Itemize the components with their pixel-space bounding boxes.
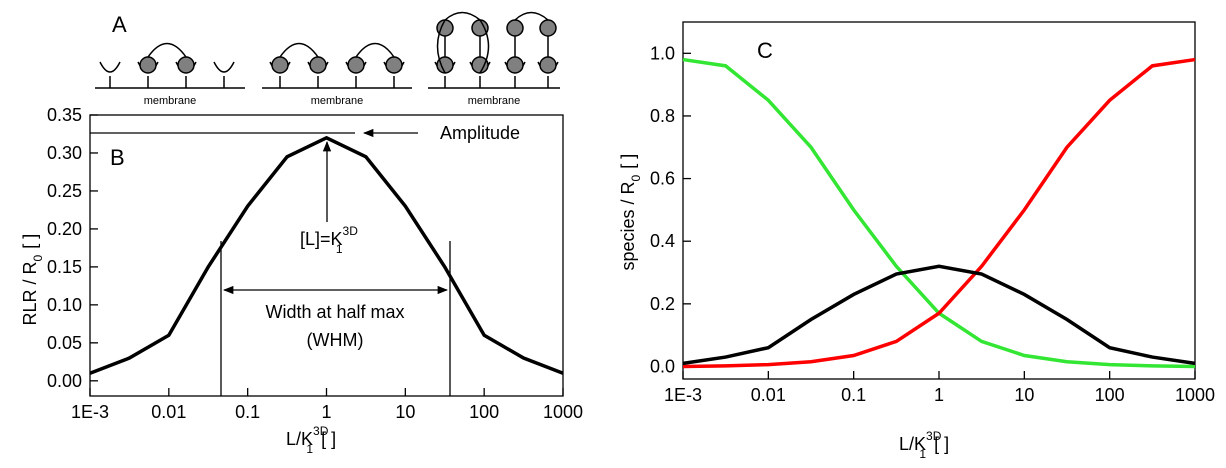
schematic: A membrane membrane membrane [95,11,560,107]
x-tick-label: 1000 [543,402,583,422]
axis-label: L/K3D 1 [ ] [286,424,336,456]
axis-label-sup: 3D [926,429,942,443]
x-tick-label: 0.1 [841,385,866,405]
panel-label: A [112,12,127,37]
x-tick-label: 1 [934,385,944,405]
axis-label-sub: 0 [629,174,643,181]
series-line [89,135,564,375]
x-tick-label: 1 [321,402,331,422]
y-tick-label: 0.2 [650,294,675,314]
axis-label-unit: [ ] [618,154,638,169]
y-tick-label: 0.4 [650,231,675,251]
y-tick-label: 0.00 [47,371,82,391]
x-tick-label: 0.01 [751,385,786,405]
axis-label-text: L/K [286,429,313,449]
membrane-caption: membrane [468,95,521,107]
membrane-caption: membrane [311,95,364,107]
y-tick-label: 1.0 [650,43,675,63]
position-sub: 1 [336,242,343,256]
x-tick-label: 1000 [1175,385,1215,405]
y-tick-label: 0.6 [650,169,675,189]
axis-label-sub: 1 [919,447,926,461]
y-tick-label: 0.10 [47,295,82,315]
axis-label-sub: 0 [31,254,45,261]
axis-label: L/K3D 1 [ ] [899,429,949,461]
axis-label-sup: 3D [313,424,329,438]
series-line [682,264,1196,366]
amplitude-label: Amplitude [440,123,520,143]
x-tick-label: 0.1 [235,402,260,422]
axis-label-unit: [ ] [20,234,40,249]
y-tick-label: 0.8 [650,106,675,126]
x-tick-label: 1E-3 [664,385,702,405]
y-tick-label: 0.05 [47,333,82,353]
receptors [99,42,235,88]
panel-label: B [110,145,125,170]
axis-label: species / R0 [ ] [618,154,643,271]
axis-label-text: species / R [618,181,638,270]
x-tick-label: 100 [469,402,499,422]
y-tick-label: 0.30 [47,143,82,163]
plot-frame [682,21,1196,380]
series-line [682,57,1196,369]
y-tick-label: 0.0 [650,356,675,376]
x-tick-label: 0.01 [151,402,186,422]
x-tick-label: 100 [1095,385,1125,405]
x-tick-label: 10 [395,402,415,422]
axis-label-unit: [ ] [321,429,336,449]
series-line [682,57,1196,369]
receptors [269,42,405,88]
axis-label: RLR / R0 [ ] [20,234,45,326]
position-label: [L]=K3D 1 [300,224,358,256]
y-tick-label: 0.20 [47,219,82,239]
annotations: B Amplitude [L]=K3D 1 Width at half max (… [90,38,773,396]
panel-label: C [757,38,773,63]
width-label: Width at half max [265,302,404,322]
width-abbr: (WHM) [307,330,364,350]
position-sup: 3D [343,224,359,238]
receptors [434,11,559,88]
x-tick-label: 10 [1014,385,1034,405]
axis-label-text: L/K [899,434,926,454]
position-text: [L]=K [300,229,343,249]
axis-label-unit: [ ] [934,434,949,454]
membrane-caption: membrane [144,95,197,107]
y-tick-label: 0.35 [47,105,82,125]
axis-label-sub: 1 [306,442,313,456]
y-tick-label: 0.25 [47,181,82,201]
y-tick-label: 0.15 [47,257,82,277]
x-tick-label: 1E-3 [71,402,109,422]
axis-label-text: RLR / R [20,261,40,325]
